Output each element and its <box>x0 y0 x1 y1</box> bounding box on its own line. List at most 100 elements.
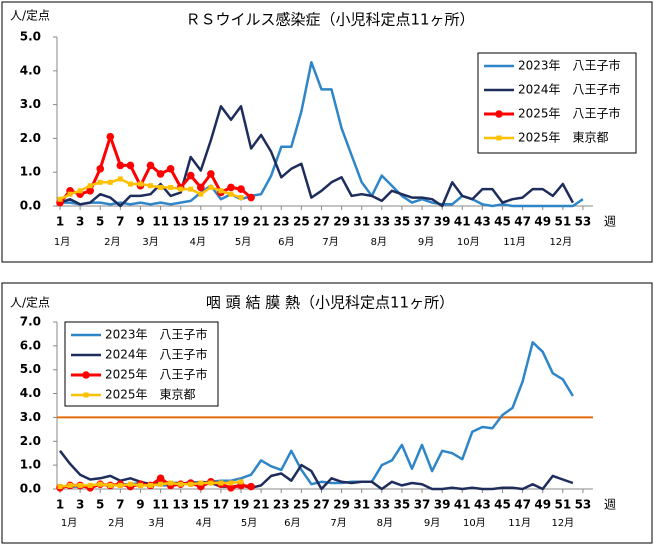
x-tick-label: 53 <box>575 215 592 229</box>
point <box>117 176 123 182</box>
point <box>126 161 135 170</box>
point <box>238 195 244 201</box>
point <box>227 484 235 492</box>
point <box>218 188 224 194</box>
y-tick-label: 2.0 <box>20 131 41 145</box>
chart-title: ＲＳウイルス感染症（小児科定点11ヶ所） <box>185 11 474 29</box>
legend-label: 2024年 八王子市 <box>105 348 208 362</box>
month-label: 8月 <box>371 236 387 248</box>
x-tick-label: 7 <box>116 215 124 229</box>
legend-label: 2025年 八王子市 <box>518 107 621 121</box>
point <box>166 165 175 173</box>
point <box>57 196 63 202</box>
month-label: 6月 <box>278 236 294 248</box>
point <box>137 482 143 488</box>
x-tick-label: 1 <box>56 498 64 512</box>
x-tick-label: 9 <box>136 498 144 512</box>
legend-marker <box>496 135 502 141</box>
x-tick-label: 13 <box>172 215 189 229</box>
x-tick-label: 51 <box>554 498 571 512</box>
point <box>207 170 215 178</box>
x-tick-label: 27 <box>313 215 330 229</box>
x-tick-label: 35 <box>394 215 411 229</box>
point <box>87 183 93 189</box>
x-tick-label: 7 <box>116 498 124 512</box>
point <box>158 481 164 487</box>
month-label: 12月 <box>551 517 574 529</box>
month-label: 10月 <box>463 517 486 529</box>
month-label: 1月 <box>54 236 70 248</box>
y-tick-label: 2.0 <box>20 434 41 448</box>
point <box>247 193 255 202</box>
month-label: 10月 <box>457 236 480 248</box>
legend-marker <box>82 371 90 379</box>
month-label: 6月 <box>284 517 300 529</box>
point <box>107 482 113 488</box>
point <box>127 481 133 487</box>
point <box>156 170 165 178</box>
legend-label: 2025年 東京都 <box>105 388 196 402</box>
x-tick-label: 33 <box>373 215 390 229</box>
point <box>198 191 204 197</box>
point <box>228 480 234 486</box>
month-label: 5月 <box>235 236 251 248</box>
point <box>238 479 244 485</box>
month-label: 12月 <box>549 236 572 248</box>
x-tick-label: 25 <box>293 215 310 229</box>
point <box>146 161 155 170</box>
x-tick-label: 11 <box>152 215 169 229</box>
y-axis-label: 人/定点 <box>10 9 50 23</box>
chart-title: 咽 頭 結 膜 熱（小児科定点11ヶ所） <box>206 294 454 312</box>
point <box>208 480 214 486</box>
y-tick-label: 7.0 <box>20 315 41 329</box>
x-tick-label: 3 <box>76 498 84 512</box>
x-tick-label: 39 <box>434 498 451 512</box>
legend-label: 2025年 八王子市 <box>105 368 208 382</box>
month-label: 3月 <box>142 236 158 248</box>
point <box>228 191 234 197</box>
x-tick-label: 15 <box>192 215 209 229</box>
month-label: 5月 <box>241 517 257 529</box>
month-label: 2月 <box>104 236 120 248</box>
point <box>67 482 73 488</box>
legend-marker <box>83 392 89 398</box>
x-tick-label: 33 <box>373 498 390 512</box>
point <box>77 188 83 194</box>
x-tick-label: 49 <box>534 498 551 512</box>
legend-label: 2023年 八王子市 <box>105 328 208 342</box>
x-tick-label: 31 <box>353 215 370 229</box>
x-tick-label: 5 <box>96 215 104 229</box>
month-label: 1月 <box>61 517 77 529</box>
point <box>97 179 103 185</box>
point <box>57 484 63 490</box>
series-line <box>59 105 574 208</box>
legend-frame <box>477 52 637 154</box>
point <box>96 165 105 173</box>
point <box>148 482 154 488</box>
x-tick-label: 21 <box>253 215 270 229</box>
y-tick-label: 1.0 <box>20 165 41 179</box>
y-tick-label: 5.0 <box>20 30 41 44</box>
point <box>168 480 174 486</box>
x-tick-label: 15 <box>192 498 209 512</box>
x-tick-label: 17 <box>213 215 230 229</box>
point <box>117 482 123 488</box>
point <box>247 482 255 491</box>
x-tick-label: 17 <box>213 498 230 512</box>
point <box>208 184 214 190</box>
month-label: 7月 <box>330 517 346 529</box>
x-tick-label: 51 <box>554 215 571 229</box>
month-label: 8月 <box>377 517 393 529</box>
legend-label: 2024年 八王子市 <box>518 83 621 97</box>
x-tick-label: 49 <box>534 215 551 229</box>
point <box>156 474 165 483</box>
x-tick-label: 37 <box>414 215 431 229</box>
x-tick-label: 19 <box>233 498 250 512</box>
x-tick-label: 47 <box>514 498 531 512</box>
month-label: 9月 <box>418 236 434 248</box>
y-tick-label: 4.0 <box>20 63 41 77</box>
x-tick-label: 27 <box>313 498 330 512</box>
y-tick-label: 4.0 <box>20 386 41 400</box>
x-tick-label: 23 <box>273 498 290 512</box>
